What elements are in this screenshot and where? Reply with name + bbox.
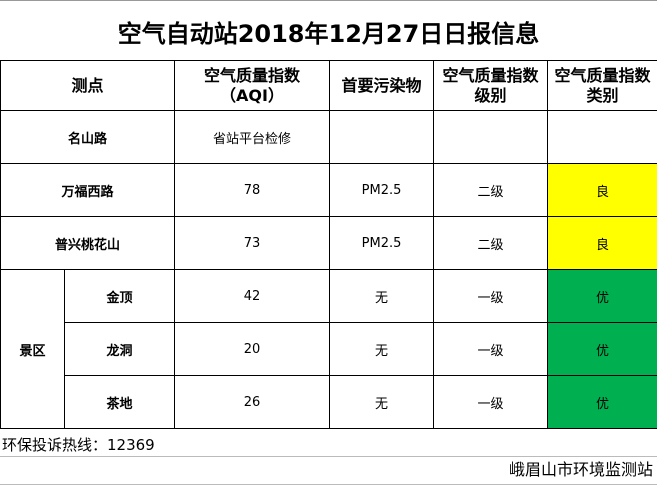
table-row: 景区 金顶 42 无 一级 优 bbox=[0, 269, 657, 429]
aqi-level: 一级 bbox=[433, 322, 549, 376]
aqi-level: 二级 bbox=[433, 163, 549, 217]
primary-pollutant: 无 bbox=[329, 375, 435, 429]
aqi-table: 测点 空气质量指数（AQI） 首要污染物 空气质量指数级别 空气质量指数类别 名… bbox=[0, 60, 657, 429]
aqi-category: 良 bbox=[547, 163, 657, 217]
aqi-value: 42 bbox=[174, 269, 331, 323]
aqi-value: 省站平台检修 bbox=[174, 110, 331, 164]
table-row: 名山路 省站平台检修 bbox=[0, 110, 657, 164]
aqi-level: 一级 bbox=[433, 375, 549, 429]
report-title: 空气自动站2018年12月27日日报信息 bbox=[0, 0, 657, 61]
aqi-level bbox=[433, 110, 549, 164]
primary-pollutant: PM2.5 bbox=[329, 163, 435, 217]
aqi-value: 73 bbox=[174, 216, 331, 270]
site-name: 金顶 bbox=[63, 269, 176, 323]
aqi-value: 26 bbox=[174, 375, 331, 429]
site-name: 茶地 bbox=[63, 375, 176, 429]
header-level: 空气质量指数级别 bbox=[433, 60, 549, 111]
table-row: 普兴桃花山 73 PM2.5 二级 良 bbox=[0, 216, 657, 270]
aqi-level: 二级 bbox=[433, 216, 549, 270]
aqi-category bbox=[547, 110, 657, 164]
header-level-label: 空气质量指数级别 bbox=[442, 65, 539, 105]
scenic-area-label: 景区 bbox=[0, 269, 65, 429]
aqi-level: 一级 bbox=[433, 269, 549, 323]
site-name: 万福西路 bbox=[0, 163, 176, 217]
header-aqi-label: 空气质量指数（AQI） bbox=[204, 65, 301, 105]
divider bbox=[0, 456, 657, 457]
site-name: 龙洞 bbox=[63, 322, 176, 376]
header-category: 空气质量指数类别 bbox=[547, 60, 657, 111]
aqi-category: 优 bbox=[547, 322, 657, 376]
table-row: 万福西路 78 PM2.5 二级 良 bbox=[0, 163, 657, 217]
header-site: 测点 bbox=[0, 60, 176, 111]
header-pollutant: 首要污染物 bbox=[329, 60, 435, 111]
header-aqi: 空气质量指数（AQI） bbox=[174, 60, 331, 111]
aqi-category: 优 bbox=[547, 269, 657, 323]
aqi-value: 20 bbox=[174, 322, 331, 376]
aqi-category: 良 bbox=[547, 216, 657, 270]
table-row: 茶地 26 无 一级 优 bbox=[1, 375, 657, 429]
header-category-label: 空气质量指数类别 bbox=[554, 65, 651, 105]
site-name: 普兴桃花山 bbox=[0, 216, 176, 270]
primary-pollutant: 无 bbox=[329, 269, 435, 323]
complaint-hotline: 环保投诉热线：12369 bbox=[2, 436, 155, 454]
primary-pollutant: PM2.5 bbox=[329, 216, 435, 270]
primary-pollutant: 无 bbox=[329, 322, 435, 376]
site-name: 名山路 bbox=[0, 110, 176, 164]
aqi-category: 优 bbox=[547, 375, 657, 429]
table-header-row: 测点 空气质量指数（AQI） 首要污染物 空气质量指数级别 空气质量指数类别 bbox=[0, 60, 657, 111]
issuer-name: 峨眉山市环境监测站 bbox=[508, 460, 653, 479]
aqi-value: 78 bbox=[174, 163, 331, 217]
primary-pollutant bbox=[329, 110, 435, 164]
table-row: 龙洞 20 无 一级 优 bbox=[1, 322, 657, 376]
